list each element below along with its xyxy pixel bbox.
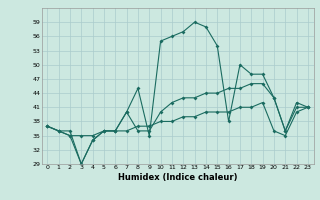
X-axis label: Humidex (Indice chaleur): Humidex (Indice chaleur) [118, 173, 237, 182]
